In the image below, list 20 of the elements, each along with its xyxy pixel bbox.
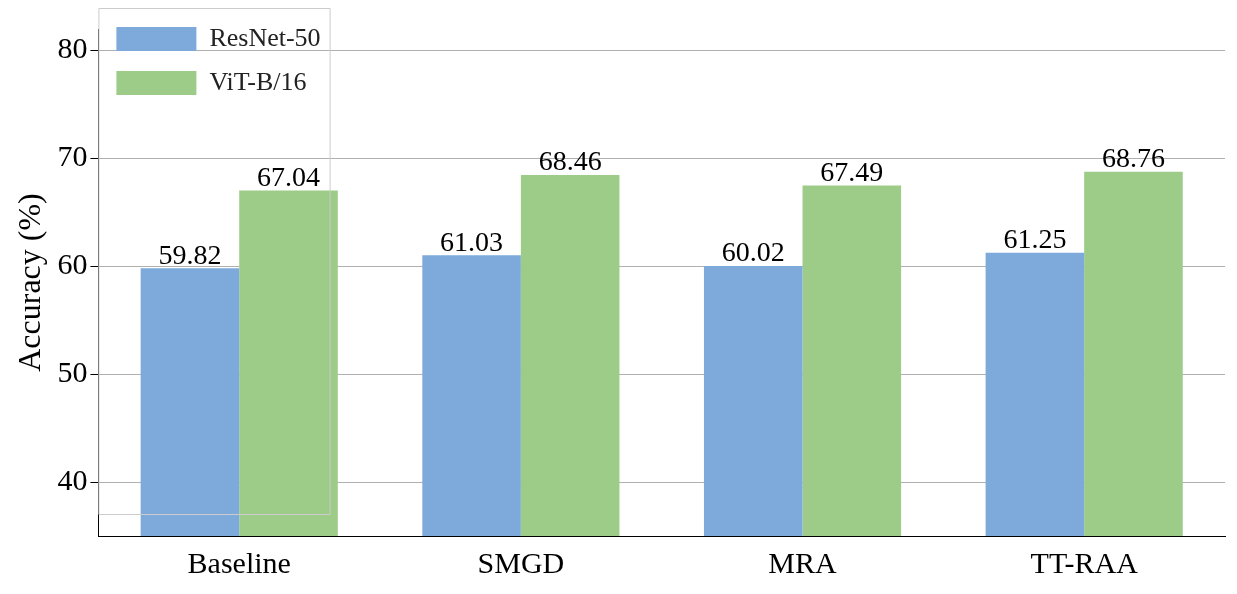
- y-tick-label: 80: [57, 31, 88, 65]
- y-tick-label: 40: [57, 462, 88, 496]
- data-label: 67.04: [257, 160, 321, 192]
- x-tick-label: TT-RAA: [1030, 545, 1139, 579]
- y-tick-label: 50: [57, 355, 88, 389]
- x-tick-label: Baseline: [187, 545, 291, 579]
- data-label: 67.49: [820, 155, 884, 187]
- y-axis-title: Accuracy (%): [10, 193, 47, 372]
- data-label: 68.76: [1101, 142, 1165, 174]
- legend-label: ResNet-50: [209, 22, 321, 52]
- data-label: 61.03: [440, 225, 504, 257]
- data-label: 68.46: [538, 145, 602, 177]
- x-tick-label: SMGD: [477, 545, 565, 579]
- y-tick-label: 70: [57, 139, 88, 173]
- x-tick-label: MRA: [768, 545, 838, 579]
- data-label: 59.82: [158, 238, 222, 270]
- data-label: 60.02: [721, 236, 785, 268]
- y-tick-label: 60: [57, 247, 88, 281]
- legend-label: ViT-B/16: [209, 66, 307, 96]
- data-label: 61.25: [1003, 223, 1067, 255]
